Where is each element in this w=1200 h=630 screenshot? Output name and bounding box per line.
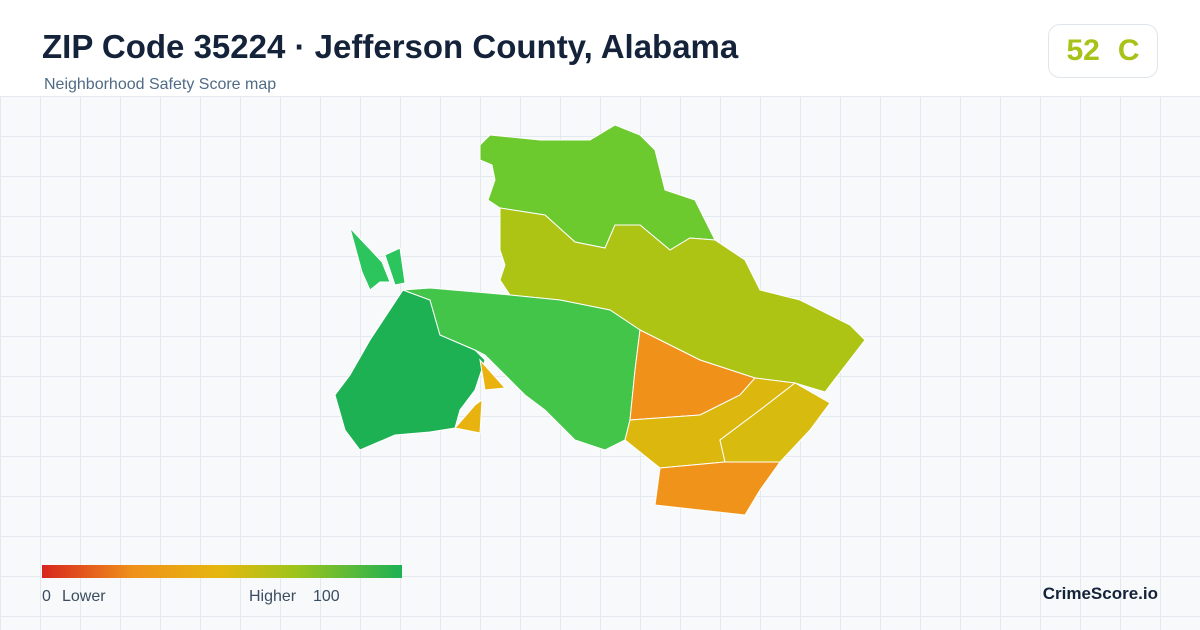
header (0, 0, 1200, 97)
legend-min: 0 (42, 588, 51, 605)
legend-max: 100 (313, 588, 340, 605)
region (349, 227, 391, 291)
legend-gradient (42, 565, 402, 578)
region (402, 287, 641, 451)
region (654, 461, 781, 516)
score-value: 52 (1066, 34, 1100, 67)
region (479, 358, 507, 391)
title: ZIP Code 35224 · Jefferson County, Alaba… (42, 28, 739, 65)
brand: CrimeScore.io (1042, 584, 1158, 603)
subtitle: Neighborhood Safety Score map (44, 76, 277, 93)
score-grade: C (1117, 34, 1140, 67)
region (454, 398, 483, 434)
legend-min-label: Lower (62, 588, 106, 605)
score-badge: 52 C (1048, 24, 1158, 78)
legend-max-label: Higher (249, 588, 297, 605)
region (384, 247, 406, 286)
